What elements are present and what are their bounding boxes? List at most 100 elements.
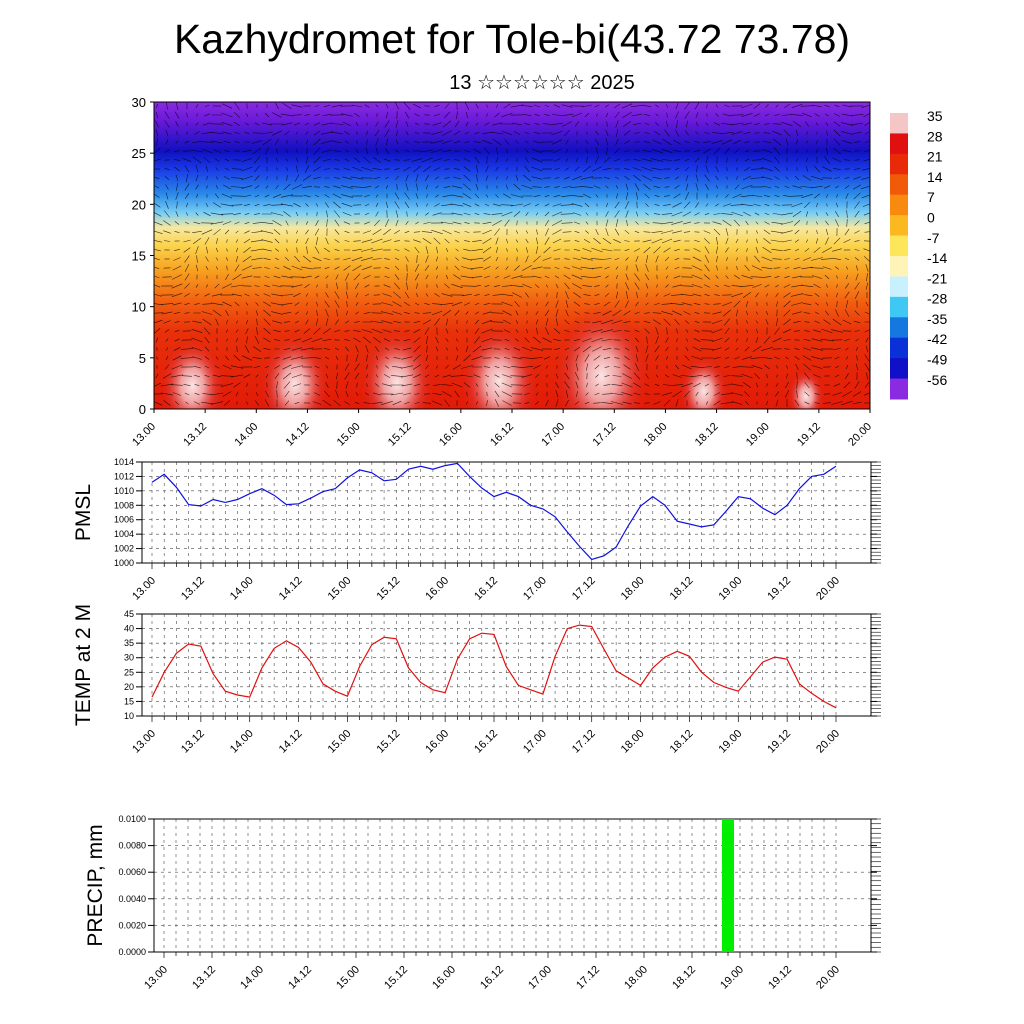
x-tick-label: 15.00 xyxy=(335,421,363,449)
grid xyxy=(154,819,871,952)
colorbar-swatch xyxy=(890,378,908,400)
warm-core-16.06 xyxy=(459,316,540,409)
warm-core-19.06 xyxy=(787,365,825,409)
colorbar-label: -14 xyxy=(927,250,947,266)
x-tick-label: 18.00 xyxy=(642,421,670,449)
colorbar-label: -49 xyxy=(927,352,947,368)
x-tick-label: 20.00 xyxy=(814,575,842,603)
x-tick-label: 18.00 xyxy=(619,575,647,603)
x-tick-label: 16.12 xyxy=(472,575,500,603)
x-tick-label: 19.12 xyxy=(795,421,823,449)
x-tick-label: 16.12 xyxy=(478,964,506,992)
x-tick-label: 19.00 xyxy=(716,575,744,603)
colorbar-swatch xyxy=(890,113,908,134)
colorbar: 35 28 21 14 7 0 -7 -14 -21 -28 -35 -42 -49 -56 xyxy=(890,108,947,400)
cross-section-heatmap: 0 5 10 15 20 25 30 13.00 13.12 14.00 14.12 15.00 15.… xyxy=(130,95,874,449)
colorbar-swatch xyxy=(890,296,908,318)
x-tick-label: 16.00 xyxy=(437,421,465,449)
y-axis-title: PMSL xyxy=(72,484,95,541)
x-tick-label: 14.12 xyxy=(277,728,305,756)
x-tick-label: 14.12 xyxy=(286,964,314,992)
colorbar-label: 35 xyxy=(927,108,943,124)
colorbar-label: -21 xyxy=(927,270,947,286)
y-tick-label: 20 xyxy=(132,197,146,212)
y-tick-label: 15 xyxy=(132,249,146,264)
colorbar-label: -35 xyxy=(927,311,947,327)
x-tick-label: 14.00 xyxy=(228,575,256,603)
x-tick-label: 20.00 xyxy=(846,421,874,449)
x-tick-label: 15.00 xyxy=(326,575,354,603)
warm-core-15.06 xyxy=(359,321,435,409)
x-tick-label: 15.12 xyxy=(374,575,402,603)
x-tick-label: 14.12 xyxy=(284,421,312,449)
y-tick-label: 0.0080 xyxy=(118,841,146,851)
colorbar-label: 21 xyxy=(927,149,943,165)
y-tick-label: 15 xyxy=(124,696,134,706)
y-tick-label: 0.0020 xyxy=(118,920,146,930)
y-tick-label: 0.0000 xyxy=(118,947,146,957)
x-tick-label: 14.00 xyxy=(228,728,256,756)
y-tick-label: 5 xyxy=(139,351,146,366)
x-tick-label: 15.12 xyxy=(374,728,402,756)
colorbar-swatch xyxy=(890,317,908,339)
y-tick-label: 1004 xyxy=(114,529,134,539)
chart-title: Kazhydromet for Tole-bi(43.72 73.78) xyxy=(173,16,851,62)
colorbar-swatch xyxy=(890,133,908,155)
x-tick-label: 20.00 xyxy=(814,728,842,756)
x-tick-label: 13.00 xyxy=(130,728,158,756)
y-tick-label: 0 xyxy=(139,402,146,417)
x-tick-label: 15.00 xyxy=(334,964,362,992)
precip-panel: 0.0000 0.0020 0.0040 0.0060 0.0080 0.0100 13.0… xyxy=(84,814,881,992)
x-tick-label: 15.12 xyxy=(382,964,410,992)
y-tick-label: 10 xyxy=(124,711,134,721)
colorbar-swatch xyxy=(890,235,908,257)
x-tick-label: 13.00 xyxy=(142,964,170,992)
y-tick-label: 1008 xyxy=(114,500,134,510)
x-tick-label: 18.00 xyxy=(622,964,650,992)
colorbar-swatch xyxy=(890,276,908,298)
x-tick-label: 14.00 xyxy=(232,421,260,449)
colorbar-label: 0 xyxy=(927,209,935,225)
x-tick-label: 19.00 xyxy=(718,964,746,992)
x-tick-label: 14.12 xyxy=(277,575,305,603)
y-tick-label: 40 xyxy=(124,624,134,634)
y-tick-label: 35 xyxy=(124,638,134,648)
y-tick-label: 1010 xyxy=(114,486,134,496)
x-tick-label: 17.00 xyxy=(526,964,554,992)
x-tick-label: 16.00 xyxy=(430,964,458,992)
precip-bar xyxy=(722,819,734,952)
colorbar-swatch xyxy=(890,358,908,380)
wind-vectors xyxy=(154,102,870,407)
x-tick-label: 18.12 xyxy=(668,575,696,603)
y-tick-label: 25 xyxy=(124,667,134,677)
temp-panel: 10 15 20 25 30 35 40 45 13.00 13.12 14.00 14.12 15.0… xyxy=(72,604,881,756)
x-tick-label: 16.12 xyxy=(488,421,516,449)
x-tick-label: 20.00 xyxy=(814,964,842,992)
x-tick-label: 19.12 xyxy=(766,964,794,992)
y-tick-label: 0.0100 xyxy=(118,814,146,824)
x-tick-label: 13.12 xyxy=(181,421,209,449)
y-tick-label: 1012 xyxy=(114,471,134,481)
x-tick-label: 13.12 xyxy=(190,964,218,992)
x-tick-label: 13.00 xyxy=(130,575,158,603)
x-tick-label: 14.00 xyxy=(238,964,266,992)
y-tick-label: 1000 xyxy=(114,558,134,568)
x-tick-label: 19.00 xyxy=(716,728,744,756)
x-tick-label: 17.12 xyxy=(574,964,602,992)
colorbar-label: 7 xyxy=(927,189,935,205)
y-tick-label: 1014 xyxy=(114,457,134,467)
x-tick-label: 17.12 xyxy=(570,728,598,756)
colorbar-swatch xyxy=(890,194,908,216)
colorbar-swatch xyxy=(890,153,908,175)
panel-frame xyxy=(153,818,872,953)
x-tick-label: 18.12 xyxy=(693,421,721,449)
series-line xyxy=(151,462,837,561)
y-tick-label: 10 xyxy=(132,300,146,315)
x-tick-label: 18.12 xyxy=(668,728,696,756)
chart-subtitle: 13 ☆☆☆☆☆☆ 2025 xyxy=(449,72,635,94)
x-tick-label: 15.00 xyxy=(326,728,354,756)
series-line xyxy=(151,624,837,709)
x-tick-label: 19.12 xyxy=(765,575,793,603)
pmsl-panel: 1000 1002 1004 1006 1008 1010 1012 1014 13.00 13.… xyxy=(72,457,881,603)
